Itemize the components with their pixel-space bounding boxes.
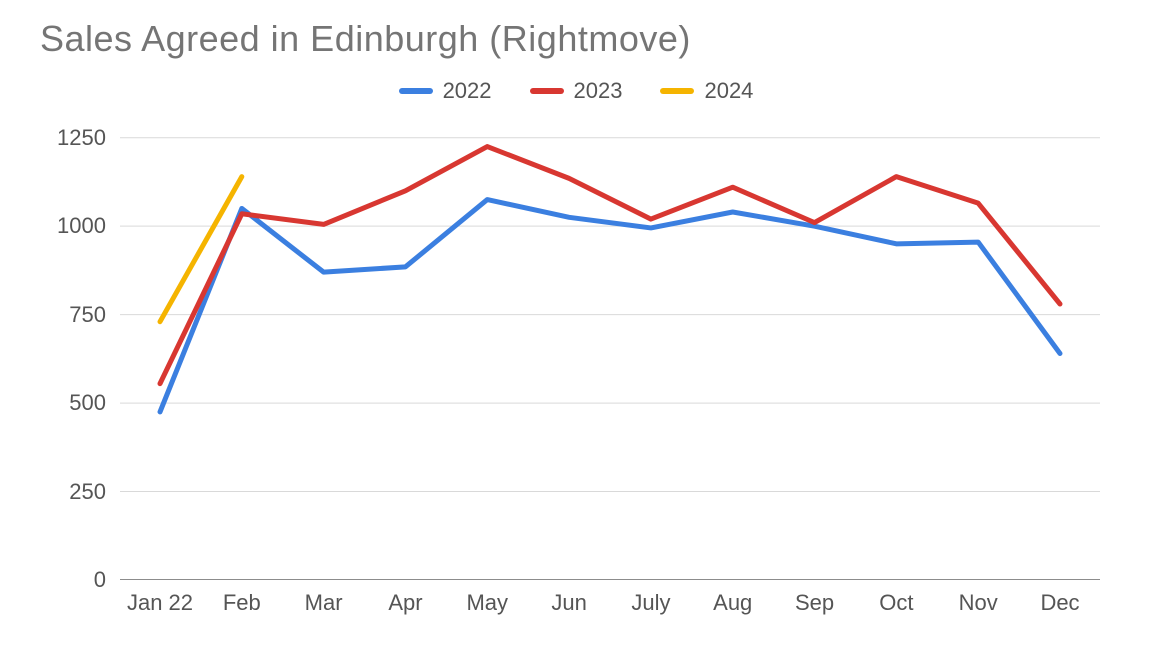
line-chart: Sales Agreed in Edinburgh (Rightmove) 20… bbox=[0, 0, 1152, 648]
x-tick-label: Mar bbox=[305, 580, 343, 616]
legend-item: 2022 bbox=[399, 78, 492, 104]
x-tick-label: Oct bbox=[879, 580, 913, 616]
y-tick-label: 250 bbox=[69, 479, 120, 505]
x-tick-label: Apr bbox=[388, 580, 422, 616]
chart-title: Sales Agreed in Edinburgh (Rightmove) bbox=[40, 18, 691, 60]
x-tick-label: Nov bbox=[959, 580, 998, 616]
series-line bbox=[160, 200, 1060, 412]
y-tick-label: 500 bbox=[69, 390, 120, 416]
y-tick-label: 1000 bbox=[57, 213, 120, 239]
x-tick-label: May bbox=[466, 580, 508, 616]
y-tick-label: 1250 bbox=[57, 125, 120, 151]
x-tick-label: Dec bbox=[1040, 580, 1079, 616]
x-tick-label: Jan 22 bbox=[127, 580, 193, 616]
x-tick-label: Sep bbox=[795, 580, 834, 616]
legend-label: 2023 bbox=[574, 78, 623, 104]
series-line bbox=[160, 147, 1060, 384]
legend-label: 2024 bbox=[704, 78, 753, 104]
x-tick-label: Feb bbox=[223, 580, 261, 616]
y-tick-label: 0 bbox=[94, 567, 120, 593]
legend-item: 2023 bbox=[530, 78, 623, 104]
x-tick-label: Jun bbox=[551, 580, 586, 616]
plot-area: 025050075010001250 Jan 22FebMarAprMayJun… bbox=[120, 120, 1100, 580]
y-tick-label: 750 bbox=[69, 302, 120, 328]
legend-swatch bbox=[660, 88, 694, 94]
plot-svg bbox=[120, 120, 1100, 580]
legend-item: 2024 bbox=[660, 78, 753, 104]
x-tick-label: July bbox=[631, 580, 670, 616]
legend-swatch bbox=[399, 88, 433, 94]
chart-legend: 2022 2023 2024 bbox=[0, 78, 1152, 104]
legend-label: 2022 bbox=[443, 78, 492, 104]
x-tick-label: Aug bbox=[713, 580, 752, 616]
legend-swatch bbox=[530, 88, 564, 94]
